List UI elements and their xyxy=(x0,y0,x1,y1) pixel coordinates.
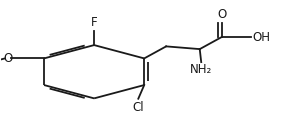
Text: O: O xyxy=(217,8,226,21)
Text: F: F xyxy=(91,16,97,29)
Text: NH₂: NH₂ xyxy=(190,63,212,76)
Text: O: O xyxy=(4,52,13,65)
Text: Cl: Cl xyxy=(133,101,144,114)
Text: OH: OH xyxy=(253,31,271,44)
